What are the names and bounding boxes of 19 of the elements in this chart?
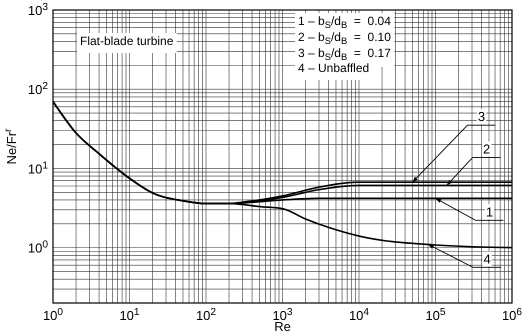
x-tick-label: 10$^{2}$ [196,307,216,323]
x-tick-label: 10$^{4}$ [348,307,370,323]
annotation: Flat-blade turbine [80,34,174,48]
x-tick-label: 10$^{5}$ [425,307,446,323]
y-tick-label: 10$^{2}$ [28,81,48,98]
x-tick-label: 10$^{1}$ [119,307,140,323]
annotation: 2 – b$_{S}$/d$_{B}$ = 0.10 [298,30,392,46]
y-tick-label: 10$^{0}$ [28,240,48,256]
x-tick-label: 10$^{6}$ [502,307,522,323]
annotation: 1 – b$_{S}$/d$_{B}$ = 0.04 [298,14,392,30]
annotation: 3 [478,109,486,124]
x-tick-label: 10$^{0}$ [42,307,64,323]
annotation: 2 [483,141,490,156]
annotation: 4 – Unbaffled [298,61,370,75]
annotation: 3 – b$_{S}$/d$_{B}$ = 0.17 [298,46,392,62]
annotation: 4 [483,251,491,266]
y-tick-label: 10$^{3}$ [28,2,48,18]
y-tick-label: 10$^{1}$ [28,160,48,176]
annotation: 1 [486,204,494,220]
